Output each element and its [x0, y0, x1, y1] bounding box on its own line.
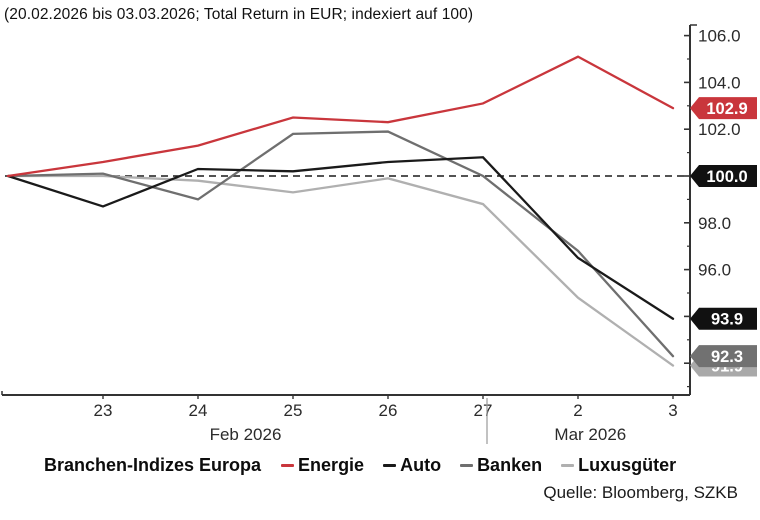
y-tick-label: 106.0 [698, 27, 741, 46]
y-tick-label: 102.0 [698, 120, 741, 139]
legend-label-banken: Banken [477, 455, 543, 475]
series-line-energie [6, 55, 675, 178]
legend-label-energie: Energie [298, 455, 365, 475]
axis-tag-label-baseline: 100.0 [706, 168, 747, 186]
axis-tag-label-banken: 92.3 [711, 348, 743, 366]
legend-item-energie: Energie [281, 455, 364, 476]
x-tick-label: 23 [94, 401, 113, 420]
axis-tag-baseline [690, 165, 757, 187]
axis-tag-banken [690, 345, 757, 368]
legend-dash-banken [460, 464, 474, 467]
legend-dash-luxusguter [561, 464, 575, 467]
axis-tag-auto [690, 307, 757, 330]
month-label-feb-2026: Feb 2026 [210, 425, 282, 444]
y-tick-label: 104.0 [698, 73, 741, 92]
x-tick-label: 25 [284, 401, 303, 420]
x-tick-label: 3 [668, 401, 677, 420]
chart-title: (20.02.2026 bis 03.03.2026; Total Return… [4, 6, 474, 23]
chart-legend: Branchen-Indizes Europa Energie Auto Banke… [0, 452, 760, 478]
legend-dash-energie [281, 464, 295, 467]
legend-item-banken: Banken [460, 455, 542, 476]
source-credit: Quelle: Bloomberg, SZKB [543, 483, 738, 502]
legend-label-auto: Auto [400, 455, 442, 475]
x-tick-label: 27 [474, 401, 493, 420]
line-chart: 92.094.096.098.0100.0102.0104.0106.02324… [1, 24, 757, 444]
legend-title: Branchen-Indizes Europa [44, 454, 262, 475]
series-line-banken [6, 130, 675, 358]
axis-tag-label-auto: 93.9 [711, 311, 743, 329]
y-tick-label: 96.0 [698, 261, 731, 280]
legend-dash-auto [383, 464, 397, 467]
series-line-auto [6, 156, 675, 320]
month-label-mar-2026: Mar 2026 [554, 425, 626, 444]
legend-item-auto: Auto [383, 455, 441, 476]
legend-items: Energie Auto Banken Luxusgüter [281, 454, 695, 476]
axis-tag-energie [690, 97, 757, 120]
x-tick-label: 2 [573, 401, 582, 420]
x-tick-label: 24 [189, 401, 208, 420]
axis-tag-label-energie: 102.9 [706, 100, 747, 118]
legend-label-luxusguter: Luxusgüter [578, 455, 677, 475]
y-tick-label: 98.0 [698, 214, 731, 233]
legend-item-luxusguter: Luxusgüter [561, 455, 676, 476]
x-tick-label: 26 [379, 401, 398, 420]
